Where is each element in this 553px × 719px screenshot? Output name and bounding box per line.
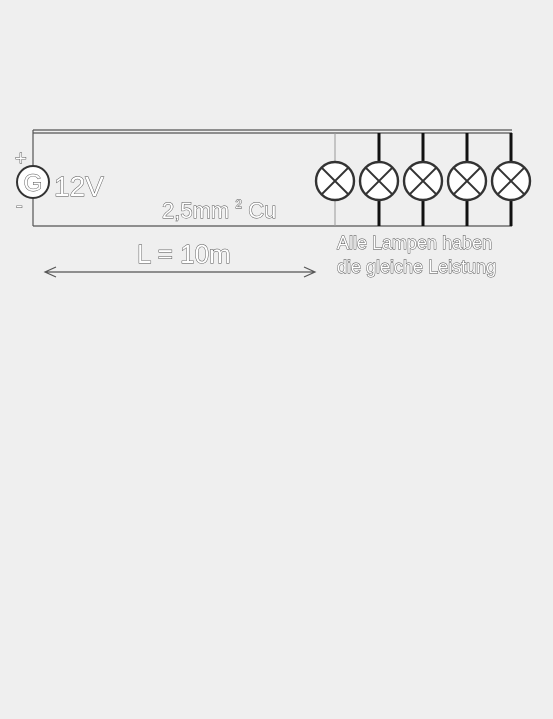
lamp-cross [408, 166, 438, 196]
voltage-label: 12V [54, 171, 104, 202]
lamp-cross [364, 166, 394, 196]
lamp-icon [490, 133, 532, 226]
lamp-array [314, 133, 532, 226]
lamp-icon [358, 133, 400, 226]
cable-spec-suffix: Cu [248, 198, 276, 223]
generator-icon: G [16, 165, 50, 199]
generator-symbol: G [24, 170, 43, 197]
length-label: L = 10m [137, 239, 231, 269]
lamp-note-line-2: die gleiche Leistung [337, 257, 496, 277]
lamp-cross [320, 166, 350, 196]
lamp-icon [402, 133, 444, 226]
lamp-cross [452, 166, 482, 196]
lamp-cross [496, 166, 526, 196]
cable-spec-prefix: 2,5mm [162, 198, 229, 223]
lamp-icon [446, 133, 488, 226]
double-arrow-icon [43, 266, 317, 278]
cable-spec-label: 2,5mm 2 Cu [162, 188, 276, 223]
lamp-icon [314, 133, 356, 226]
negative-terminal-label: - [16, 195, 23, 217]
positive-terminal-label: + [15, 148, 27, 170]
cable-spec-exponent: 2 [235, 197, 242, 211]
lamp-note-line-1: Alle Lampen haben [337, 233, 492, 253]
